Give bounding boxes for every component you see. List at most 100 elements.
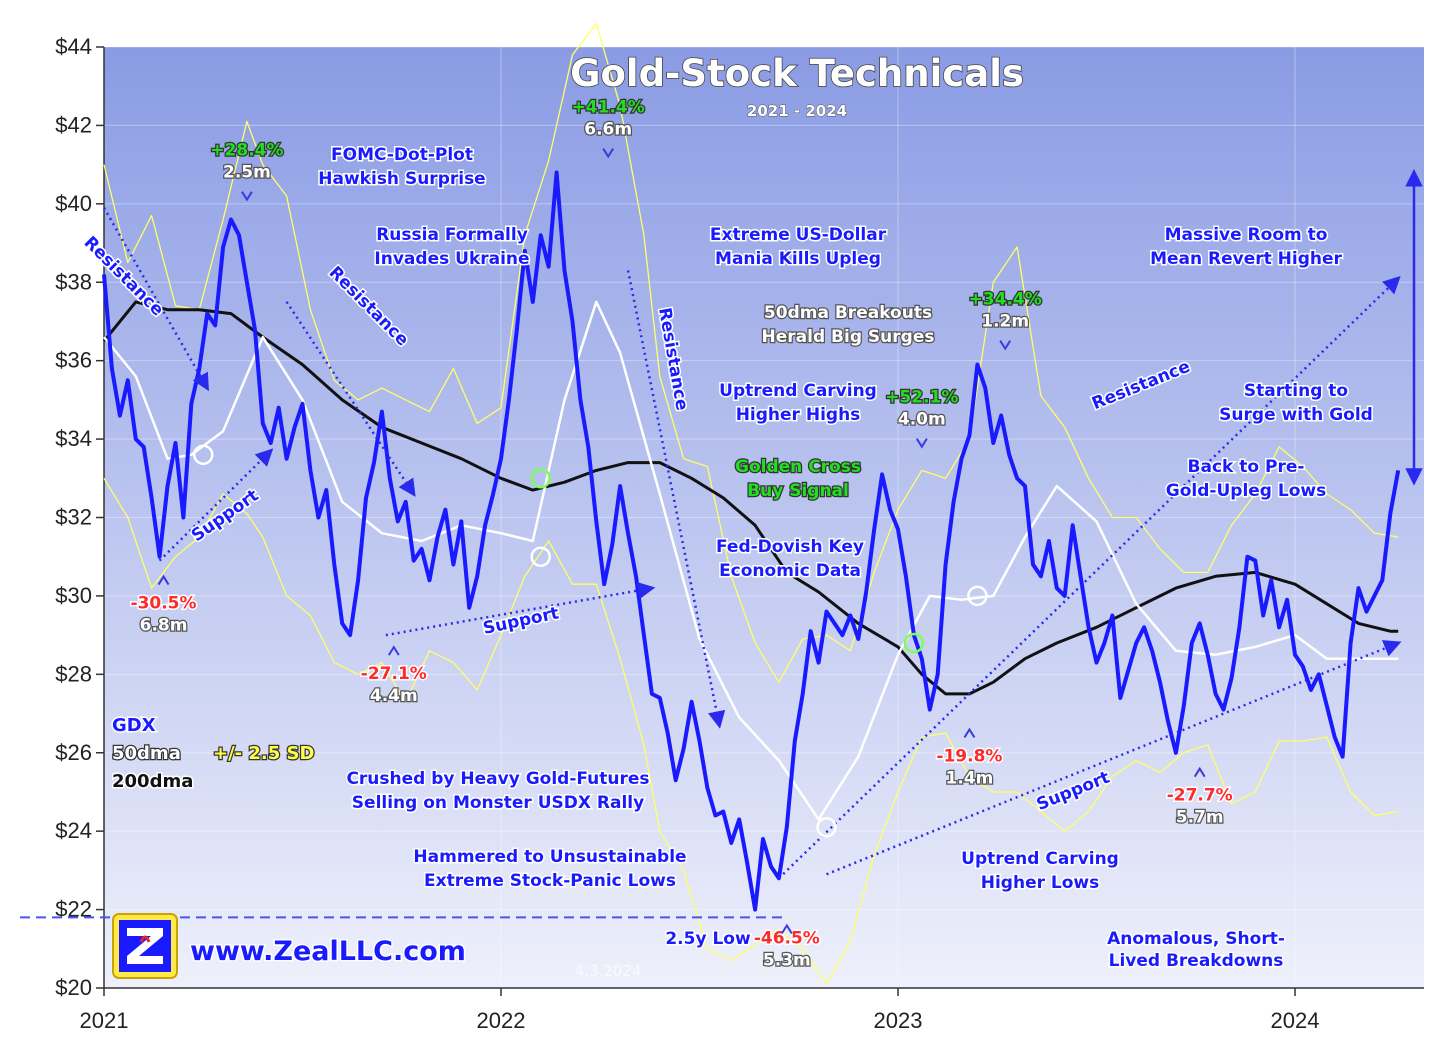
y-tick-label: $24 [55,818,92,843]
annotation-label: FOMC-Dot-Plot [331,145,473,165]
y-tick-label: $28 [55,661,92,686]
series-line-gdx [102,170,1401,912]
chart-title: Gold-Stock Technicals [570,52,1024,95]
point-pct-label: -30.5% [131,594,197,614]
point-span-label: 6.6m [584,120,632,140]
y-tick-label: $32 [55,505,92,530]
annotation-label: Back to Pre- [1188,457,1305,477]
point-marker [387,645,400,656]
annotation-label: Mean Revert Higher [1150,249,1342,269]
annotation-label: Crushed by Heavy Gold-Futures [346,769,649,789]
plot-background [104,47,1424,988]
point-marker [157,574,170,586]
legend-200dma: 200dma [112,771,193,792]
y-tick-label: $20 [55,975,92,1000]
x-tick-label: 2022 [477,1008,526,1033]
trend-line [102,207,209,392]
annotation-label: Extreme US-Dollar [710,225,887,245]
annotation-label: Invades Ukraine [374,249,529,269]
y-tick-label: $44 [55,34,92,59]
date-stamp: 4.3.2024 [575,962,642,980]
point-pct-label: +41.4% [572,98,645,118]
point-marker [602,148,615,159]
zeal-logo [112,913,178,979]
series-line-200dma [102,300,1399,696]
annotation-label: 2.5y Low [665,929,751,949]
point-marker [780,923,793,935]
legend-gdx: GDX [112,715,156,736]
annotation-label: Higher Highs [736,405,861,425]
point-span-label: 4.0m [898,410,946,430]
point-pct-label: +52.1% [885,388,958,408]
point-pct-label: -27.7% [1167,786,1233,806]
point-span-label: 5.7m [1176,808,1224,828]
marker-circle [530,468,551,489]
marker-circle [530,546,551,567]
annotation-label: Hawkish Surprise [318,169,485,189]
point-marker [1193,766,1206,778]
annotation-label: Mania Kills Upleg [715,249,881,269]
marker-circle [193,444,214,466]
annotation-label: Fed-Dovish Key [716,537,864,557]
point-span-label: 2.5m [223,163,271,183]
marker-circle [816,816,837,838]
point-marker [241,191,253,202]
point-pct-label: +28.4% [210,141,283,161]
annotation-label: Anomalous, Short- [1107,929,1285,949]
y-tick-label: $30 [55,583,92,608]
annotation-label: Economic Data [719,561,861,581]
y-tick-label: $26 [55,740,92,765]
annotation-label: Higher Lows [981,873,1100,893]
x-tick-label: 2024 [1271,1008,1320,1033]
y-tick-label: $38 [55,269,92,294]
annotation-label: Massive Room to [1165,225,1328,245]
annotation-label: Uptrend Carving [719,381,877,401]
point-marker [999,340,1012,351]
legend: GDX 50dma +/- 2.5 SD 200dma [111,714,316,794]
annotation-label: Selling on Monster USDX Rally [352,793,644,813]
series-layer [102,22,1401,985]
point-span-label: 5.3m [763,951,811,971]
annotations: FOMC-Dot-Plot Hawkish Surprise Russia Form… [78,96,1374,972]
annotation-label: Uptrend Carving [961,849,1119,869]
website-url[interactable]: www.ZealLLC.com [189,935,468,969]
annotation-label: 50dma Breakouts [764,303,932,323]
annotation-label: Starting to [1244,381,1348,401]
series-line--2-5-sd [103,22,1399,683]
trend-line [158,448,274,562]
marker-circle [903,632,925,654]
marker-circle [967,585,988,607]
y-tick-label: $42 [55,112,92,137]
legend-sd: +/- 2.5 SD [213,743,314,764]
grid [103,46,1424,989]
trend-line [285,301,416,497]
y-tick-label: $40 [55,191,92,216]
annotation-label: Surge with Gold [1219,405,1373,425]
x-tick-label: 2023 [874,1008,923,1033]
point-pct-label: +34.4% [969,290,1042,310]
annotation-label: Lived Breakdowns [1109,951,1284,971]
annotation-label: Russia Formally [376,225,528,245]
annotation-label: Extreme Stock-Panic Lows [424,871,676,891]
y-tick-label: $34 [55,426,92,451]
point-pct-label: -46.5% [754,929,820,949]
annotation-label: Herald Big Surges [762,327,935,347]
axes: $20$22$24$26$28$30$32$34$36$38$40$42$442… [55,34,1424,1033]
y-tick-label: $36 [55,348,92,373]
point-pct-label: -19.8% [936,746,1002,766]
point-span-label: 4.4m [370,686,418,706]
x-tick-label: 2021 [80,1008,129,1033]
point-span-label: 1.2m [981,312,1029,332]
annotation-label: Hammered to Unsustainable [413,847,686,867]
trend-line [826,640,1402,876]
point-span-label: 1.4m [946,768,994,788]
annotation-label: Golden Cross [735,457,861,477]
point-pct-label: -27.1% [361,664,427,684]
annotation-label: Buy Signal [747,481,849,501]
annotation-label: Gold-Upleg Lows [1166,481,1326,501]
point-marker [963,727,976,738]
point-marker [915,438,928,449]
series-line--2-5-sd [103,477,1399,985]
trendlines [20,168,1423,919]
